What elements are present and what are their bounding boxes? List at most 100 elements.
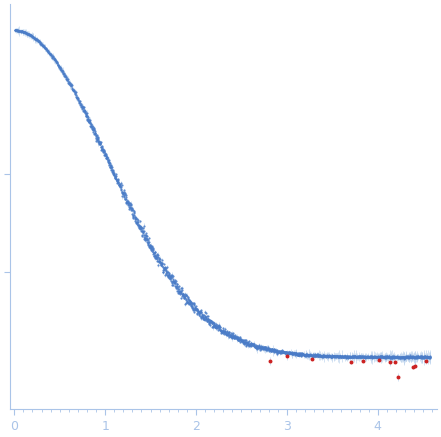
Point xyxy=(338,353,345,360)
Point xyxy=(312,352,319,359)
Point xyxy=(411,354,418,361)
Point xyxy=(362,354,369,361)
Point xyxy=(309,353,316,360)
Point xyxy=(63,75,70,82)
Point xyxy=(352,353,359,360)
Point xyxy=(191,300,198,307)
Point xyxy=(277,347,284,354)
Point xyxy=(390,354,397,361)
Point xyxy=(211,322,218,329)
Point xyxy=(266,346,273,353)
Point xyxy=(363,353,370,360)
Point xyxy=(220,326,227,333)
Point xyxy=(105,158,112,165)
Point xyxy=(138,233,146,240)
Point xyxy=(351,354,358,361)
Point xyxy=(385,353,392,360)
Point xyxy=(324,352,331,359)
Point xyxy=(424,354,431,361)
Point xyxy=(306,352,313,359)
Point xyxy=(396,353,403,360)
Point xyxy=(313,352,320,359)
Point xyxy=(26,32,34,39)
Point xyxy=(112,173,119,180)
Point xyxy=(384,353,391,360)
Point xyxy=(306,351,313,358)
Point xyxy=(35,38,42,45)
Point xyxy=(232,333,239,340)
Point xyxy=(97,139,105,146)
Point xyxy=(196,308,203,315)
Point xyxy=(24,30,31,37)
Point xyxy=(348,359,355,366)
Point xyxy=(49,53,56,60)
Point xyxy=(214,323,221,330)
Point xyxy=(40,43,47,50)
Point xyxy=(119,189,126,196)
Point xyxy=(273,350,280,357)
Point xyxy=(356,354,363,361)
Point xyxy=(143,232,150,239)
Point xyxy=(267,347,274,354)
Point xyxy=(191,300,198,307)
Point xyxy=(183,300,190,307)
Point xyxy=(391,354,398,361)
Point xyxy=(229,333,236,340)
Point xyxy=(344,353,351,360)
Point xyxy=(182,291,189,298)
Point xyxy=(223,331,230,338)
Point xyxy=(188,300,195,307)
Point xyxy=(411,362,418,369)
Point xyxy=(109,169,116,176)
Point xyxy=(297,351,304,358)
Point xyxy=(187,298,194,305)
Point xyxy=(135,221,142,228)
Point xyxy=(210,321,217,328)
Point xyxy=(122,191,129,198)
Point xyxy=(378,353,385,360)
Point xyxy=(130,209,137,216)
Point xyxy=(171,279,178,286)
Point xyxy=(186,298,193,305)
Point xyxy=(355,353,363,360)
Point xyxy=(333,353,340,360)
Point xyxy=(169,276,176,283)
Point xyxy=(114,177,121,184)
Point xyxy=(87,122,94,129)
Point xyxy=(120,189,127,196)
Point xyxy=(245,338,252,345)
Point xyxy=(155,255,162,262)
Point xyxy=(325,352,332,359)
Point xyxy=(176,283,183,290)
Point xyxy=(115,178,122,185)
Point xyxy=(200,316,207,323)
Point xyxy=(419,354,426,361)
Point xyxy=(86,118,93,125)
Point xyxy=(377,353,384,360)
Point xyxy=(288,349,295,356)
Point xyxy=(117,180,124,187)
Point xyxy=(321,353,328,360)
Point xyxy=(74,94,81,101)
Point xyxy=(77,101,84,108)
Point xyxy=(304,351,311,358)
Point xyxy=(67,81,74,88)
Point xyxy=(325,353,332,360)
Point xyxy=(367,353,374,360)
Point xyxy=(258,344,265,351)
Point xyxy=(427,354,434,361)
Point xyxy=(393,354,400,361)
Point xyxy=(125,200,132,207)
Point xyxy=(352,354,359,361)
Point xyxy=(115,179,122,186)
Point xyxy=(345,354,352,361)
Point xyxy=(314,352,321,359)
Point xyxy=(317,353,324,360)
Point xyxy=(292,350,299,357)
Point xyxy=(368,353,375,360)
Point xyxy=(147,242,154,249)
Point xyxy=(263,345,270,352)
Point xyxy=(99,146,106,153)
Point xyxy=(141,232,148,239)
Point xyxy=(180,294,187,301)
